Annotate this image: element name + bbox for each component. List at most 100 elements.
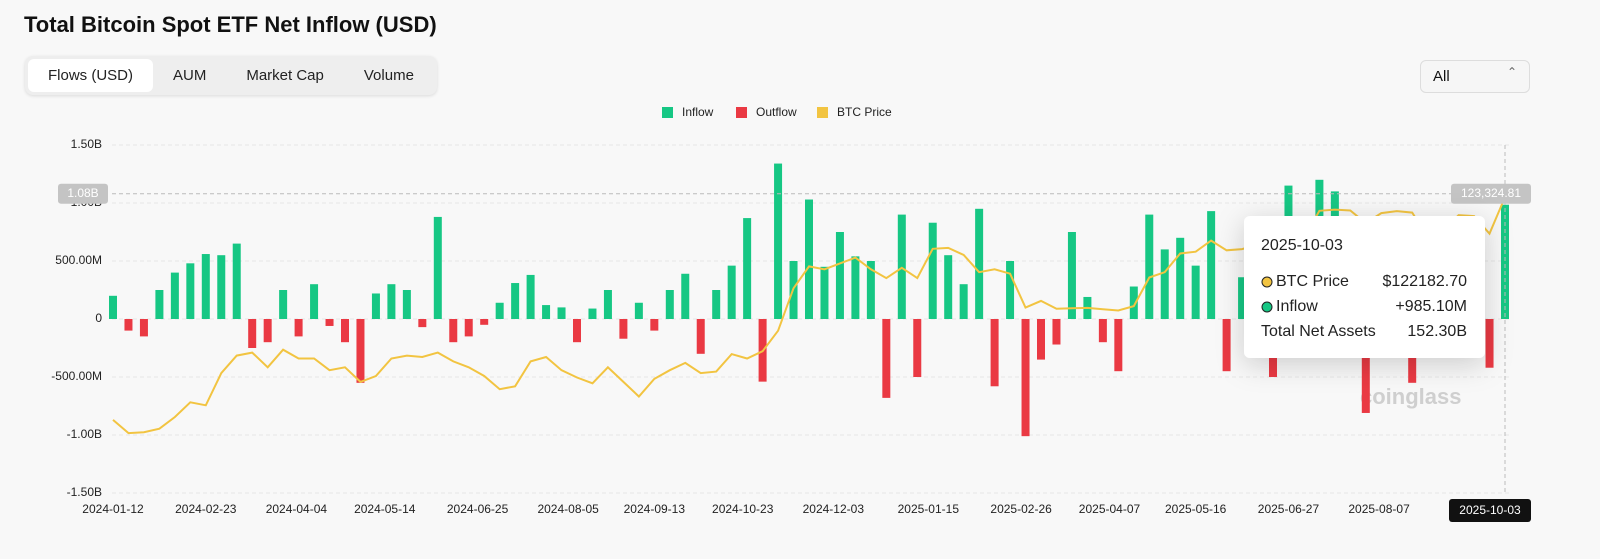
- x-tick-label: 2024-05-14: [354, 502, 416, 516]
- crosshair-badge: [58, 183, 108, 204]
- bar: [634, 302, 643, 319]
- x-tick-label: 2024-02-23: [175, 502, 237, 516]
- bar: [294, 319, 303, 337]
- tooltip: [1244, 216, 1485, 358]
- bar: [356, 319, 365, 383]
- bar: [1222, 319, 1231, 372]
- bar: [1098, 319, 1107, 343]
- y-tick-label: 500.00M: [55, 253, 102, 267]
- bar: [201, 254, 210, 319]
- legend-label: BTC Price: [837, 105, 892, 119]
- bar: [805, 199, 813, 319]
- bar: [433, 216, 442, 319]
- crosshair-y2-label: 123,324.81: [1461, 186, 1521, 200]
- tooltip-label: BTC Price: [1276, 273, 1349, 290]
- bar: [696, 319, 705, 354]
- bar: [928, 222, 937, 319]
- bar: [959, 284, 968, 319]
- bar: [387, 284, 396, 319]
- crosshair-y-label: 1.08B: [67, 186, 98, 200]
- bar: [603, 290, 612, 319]
- bar: [681, 273, 690, 319]
- bar: [1361, 319, 1370, 413]
- bar: [310, 284, 319, 319]
- bar: [124, 319, 133, 331]
- legend-swatch: [817, 107, 828, 118]
- tooltip-date: 2025-10-03: [1261, 237, 1343, 254]
- tab[interactable]: AUM: [173, 67, 207, 84]
- x-tick-label: 2025-08-07: [1348, 502, 1410, 516]
- bar: [449, 319, 458, 343]
- bar: [913, 319, 922, 377]
- bar: [217, 255, 226, 319]
- legend-swatch: [736, 107, 747, 118]
- bar: [835, 232, 844, 319]
- bar: [418, 319, 427, 328]
- x-tick-label: 2024-08-05: [537, 502, 599, 516]
- bar: [371, 293, 380, 319]
- x-tick-label: 2024-09-13: [624, 502, 686, 516]
- crosshair-badge: [1451, 183, 1531, 204]
- bar: [1052, 319, 1061, 345]
- x-tick-label: 2024-10-23: [712, 502, 774, 516]
- legend-label: Inflow: [682, 105, 714, 119]
- tab[interactable]: Market Cap: [246, 67, 324, 84]
- bar: [882, 319, 891, 398]
- bar: [232, 243, 241, 319]
- bar: [1191, 265, 1200, 319]
- bar: [139, 319, 148, 337]
- x-tick-label: 2024-04-04: [266, 502, 328, 516]
- bar: [557, 307, 566, 319]
- bar: [619, 319, 628, 339]
- bar: [944, 255, 953, 319]
- x-tick-label: 2025-05-16: [1165, 502, 1227, 516]
- bar: [263, 319, 272, 343]
- bar: [248, 319, 257, 348]
- bar: [990, 319, 999, 387]
- page-title: Total Bitcoin Spot ETF Net Inflow (USD): [24, 12, 437, 37]
- tooltip-dot: [1261, 301, 1273, 313]
- bar: [170, 272, 179, 319]
- y-tick-label: -1.50B: [67, 485, 102, 499]
- bar: [480, 319, 489, 325]
- x-tick-label: 2025-04-07: [1079, 502, 1141, 516]
- bar: [820, 266, 829, 319]
- bar: [650, 319, 659, 331]
- crosshair-x-label: 2025-10-03: [1459, 503, 1521, 517]
- bar: [1207, 211, 1216, 319]
- bar: [542, 305, 551, 319]
- tooltip-label: Total Net Assets: [1261, 323, 1376, 340]
- tab[interactable]: Flows (USD): [28, 59, 153, 92]
- bar: [495, 302, 504, 319]
- y-tick-label: -500.00M: [51, 369, 102, 383]
- bar: [325, 319, 334, 326]
- bar: [1176, 237, 1185, 319]
- x-tick-label: 2024-12-03: [803, 502, 865, 516]
- range-select[interactable]: All: [1420, 60, 1530, 93]
- y-tick-label: 0: [95, 311, 102, 325]
- bar: [1145, 214, 1154, 319]
- bar: [1037, 319, 1045, 360]
- watermark: coinglass: [1360, 384, 1461, 409]
- bar: [402, 290, 411, 319]
- bar: [851, 256, 860, 319]
- bar: [464, 319, 473, 337]
- tooltip-value: 152.30B: [1407, 323, 1467, 340]
- bar: [155, 290, 164, 319]
- bar: [1485, 319, 1494, 368]
- x-tick-label: 2025-01-15: [898, 502, 960, 516]
- tooltip-value: +985.10M: [1395, 298, 1467, 315]
- bar: [1129, 286, 1138, 319]
- bar: [573, 319, 581, 343]
- bar: [279, 290, 288, 319]
- x-tick-label: 2025-06-27: [1258, 502, 1320, 516]
- bar: [109, 295, 117, 319]
- legend-swatch: [662, 107, 673, 118]
- tab[interactable]: Volume: [363, 67, 414, 84]
- tab-bar: Flows (USD) AUM Market Cap Volume: [25, 56, 437, 95]
- legend-label: Outflow: [756, 105, 797, 119]
- bar: [1021, 319, 1030, 437]
- bar: [1006, 261, 1015, 319]
